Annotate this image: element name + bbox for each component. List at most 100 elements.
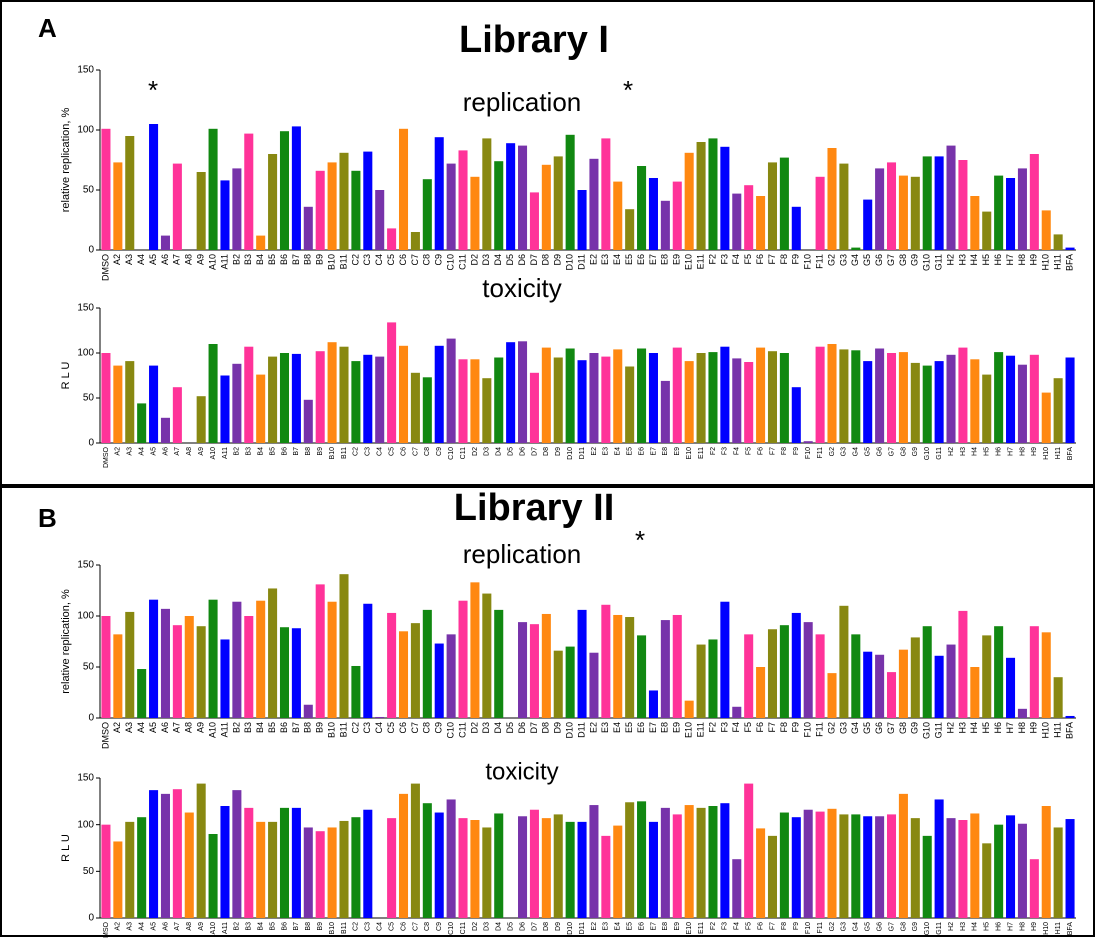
x-tick-label: C6 [400,447,407,456]
bar [279,353,290,443]
y-tick-label: 50 [83,393,95,404]
bar [982,211,992,250]
x-tick-label: D11 [576,254,586,270]
x-tick-label: F4 [731,254,741,265]
bar [494,813,504,918]
x-tick-label: G4 [853,922,860,931]
bar [279,627,290,718]
x-tick-label: D6 [519,922,526,931]
x-tick-label: H11 [1053,722,1063,738]
bar [791,387,801,443]
x-tick-label: C7 [412,447,419,456]
y-tick-label: 100 [77,611,94,622]
bar [744,634,754,718]
bar [184,812,194,918]
bar [910,637,920,718]
bar [363,809,373,918]
bar [125,136,135,250]
bar [994,824,1004,918]
bar [875,654,885,718]
bar [137,817,147,918]
bar [732,193,742,250]
x-tick-label: F11 [817,922,824,934]
x-tick-label: H10 [1041,722,1051,739]
x-tick-label: G6 [874,254,884,266]
x-tick-label: E2 [588,254,598,265]
bar [494,609,504,718]
y-tick-label: 50 [83,662,95,673]
x-tick-label: H10 [1043,447,1050,460]
x-tick-label: H9 [1031,447,1038,456]
bar [898,175,908,250]
bar [398,793,409,918]
x-tick-label: E4 [615,447,622,456]
bar [720,146,730,250]
x-tick-label: E8 [662,922,669,931]
bar [339,574,349,718]
x-tick-label: E5 [624,722,634,733]
x-tick-label: F8 [779,254,789,265]
x-tick-label: C2 [353,922,360,931]
x-tick-label: C2 [350,722,360,734]
x-tick-label: B9 [317,922,324,931]
bar [398,631,409,718]
x-tick-label: G11 [933,254,943,270]
bar [970,813,980,918]
bar [922,365,932,443]
x-tick-label: C9 [434,254,444,266]
bar [410,372,420,443]
bar [482,138,492,250]
bar [268,154,278,250]
bar [767,629,778,718]
bar [494,357,504,443]
bar [244,346,254,443]
bar [613,181,623,250]
bar [779,157,789,250]
bar [398,128,409,250]
bar [1006,815,1016,918]
bar [637,348,647,443]
x-tick-label: G11 [933,722,943,738]
x-tick-label: A9 [198,922,205,931]
bar [434,812,444,918]
bar [375,190,385,250]
x-tick-label: H7 [1007,447,1014,456]
bar [648,353,658,443]
x-tick-label: H3 [957,722,967,734]
bar [327,827,337,918]
bar [589,158,599,250]
x-tick-label: B6 [281,447,288,456]
bar [803,622,813,718]
x-tick-label: D2 [472,922,479,931]
bar [184,616,194,718]
bar [363,151,373,250]
bar [613,614,623,718]
bar [898,352,908,443]
x-tick-label: H9 [1029,722,1039,734]
bar [232,601,242,718]
bar [410,232,420,250]
x-tick-label: B7 [293,447,300,456]
x-tick-label: E10 [684,254,694,270]
x-tick-label: C5 [388,922,395,931]
bar [291,126,301,250]
bar [220,639,230,718]
bar [339,152,349,250]
x-tick-label: E4 [612,722,622,733]
x-tick-label: G3 [841,922,848,931]
x-tick-label: G8 [898,254,908,266]
bar [351,361,361,443]
x-tick-label: D8 [541,254,551,266]
x-tick-label: F6 [755,722,765,733]
x-tick-label: A6 [162,447,169,456]
x-tick-label: F10 [805,447,812,459]
bar [601,356,611,443]
x-tick-label: BFA [1064,254,1074,271]
bar [625,802,635,918]
x-tick-label: G3 [841,447,848,456]
bar [696,644,706,718]
x-tick-label: G6 [876,922,883,931]
bar [553,814,563,918]
panel-title: Library II [454,487,615,529]
